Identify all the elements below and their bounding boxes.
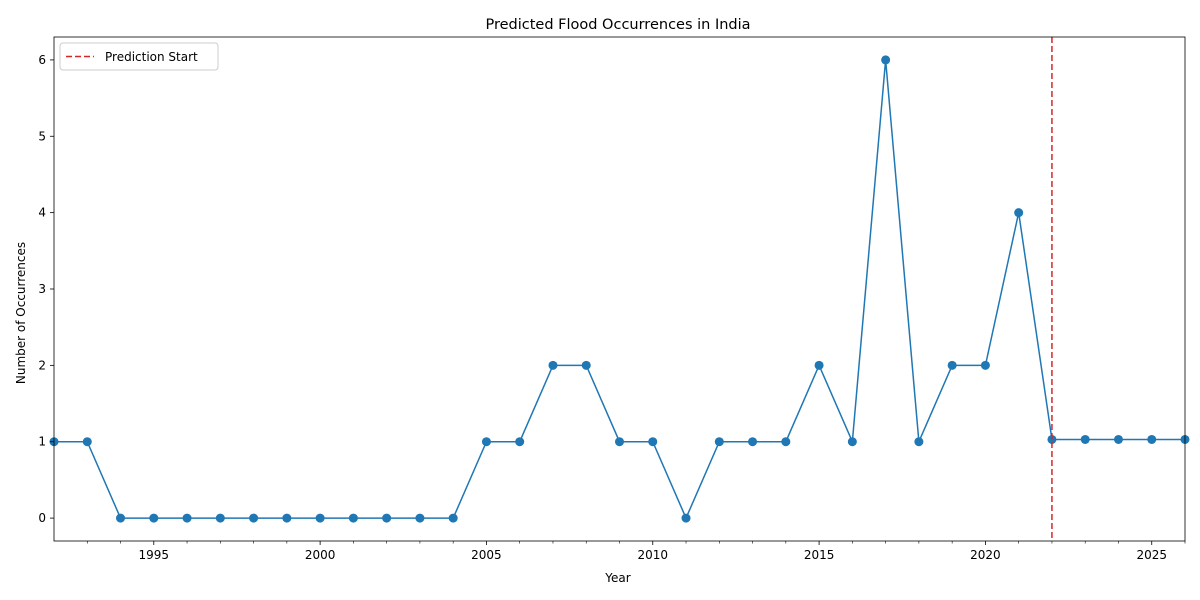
legend: Prediction Start [59, 42, 219, 71]
y-tick-label: 3 [38, 282, 46, 296]
y-tick-label: 4 [38, 206, 46, 220]
data-point [847, 437, 857, 447]
data-point [980, 360, 990, 370]
data-point [881, 55, 891, 65]
x-axis: 1995 2000 2005 2010 2015 2020 2025 [86, 541, 1186, 562]
data-point [548, 360, 558, 370]
plot-area [49, 36, 1190, 542]
x-axis-title: Year [604, 571, 630, 585]
data-point [1147, 434, 1157, 444]
data-point [1014, 208, 1024, 218]
x-tick-label: 2015 [804, 548, 835, 562]
data-point [182, 513, 192, 523]
data-point [1080, 434, 1090, 444]
y-tick-label: 2 [38, 358, 46, 372]
x-tick-label: 2000 [305, 548, 336, 562]
x-tick-label: 2010 [637, 548, 668, 562]
data-point [615, 437, 624, 447]
data-point [814, 360, 824, 370]
legend-box [59, 42, 219, 71]
data-point [249, 513, 259, 523]
y-tick-label: 6 [38, 53, 46, 67]
data-point [215, 513, 225, 523]
data-point [648, 437, 658, 447]
data-point [82, 437, 92, 447]
data-point [415, 513, 425, 523]
data-point [116, 513, 126, 523]
data-point [481, 437, 491, 447]
data-point [1047, 434, 1057, 444]
data-point [149, 513, 159, 523]
data-point [947, 360, 957, 370]
series-line [54, 59, 1185, 520]
y-axis: 0 1 2 3 4 5 6 [38, 53, 54, 525]
y-tick-label: 1 [38, 435, 46, 449]
data-point [448, 513, 458, 523]
data-point [348, 513, 358, 523]
chart-title: Predicted Flood Occurrences in India [485, 17, 750, 33]
data-point [382, 513, 392, 523]
data-point [748, 437, 758, 447]
data-point [515, 437, 525, 447]
legend-label: Prediction Start [105, 50, 198, 64]
x-tick-label: 2020 [970, 548, 1001, 562]
data-point [282, 513, 292, 523]
data-point [1113, 434, 1123, 444]
x-tick-label: 2005 [471, 548, 502, 562]
data-point [714, 437, 724, 447]
data-point [681, 513, 691, 523]
data-point [581, 360, 591, 370]
y-tick-label: 5 [38, 129, 46, 143]
y-tick-label: 0 [38, 511, 46, 525]
data-point [781, 437, 791, 447]
data-point [914, 437, 924, 447]
x-tick-label: 2025 [1136, 548, 1167, 562]
y-axis-title: Number of Occurrences [14, 242, 28, 384]
x-tick-label: 1995 [139, 548, 170, 562]
data-point [315, 513, 325, 523]
plot-frame [53, 36, 1186, 542]
